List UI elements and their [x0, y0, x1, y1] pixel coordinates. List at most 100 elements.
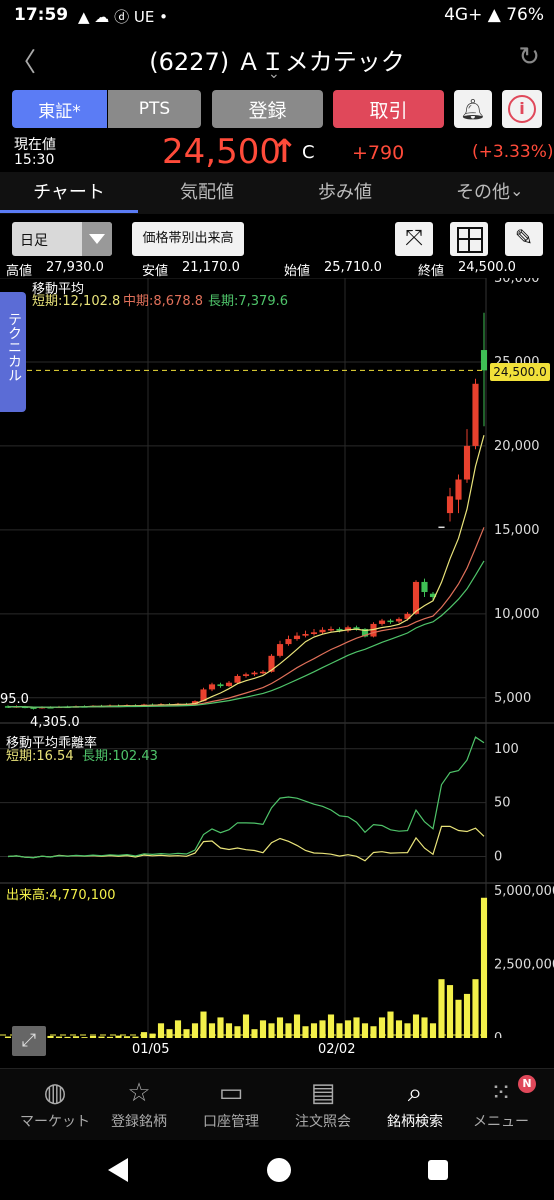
technical-label: テクニカル	[6, 312, 22, 382]
volume-bar	[115, 1035, 122, 1038]
period-select[interactable]: 日足	[12, 222, 112, 256]
card-icon: ▭	[218, 1078, 244, 1108]
price-axis-label: 10,000	[494, 607, 540, 622]
fullscreen-icon[interactable]: ⤧	[395, 222, 433, 256]
volume-bar	[480, 897, 488, 1038]
volume-bar	[4, 1036, 12, 1038]
volume-bar	[268, 1023, 275, 1038]
volume-bar	[293, 1014, 301, 1038]
volume-bar	[378, 1017, 386, 1038]
ma-title: 移動平均	[32, 282, 85, 297]
current-price-tag: 24,500.0	[490, 363, 550, 381]
price-change-pct: (+3.33%)	[472, 142, 554, 162]
chart-settings-icon[interactable]: ⤢	[12, 1026, 46, 1056]
refresh-icon[interactable]: ↻	[518, 42, 540, 72]
grid-dots-icon: ⁙	[490, 1078, 512, 1108]
candle-body	[472, 383, 479, 446]
notification-badge: N	[518, 1075, 536, 1093]
candle-body	[242, 674, 250, 676]
system-nav-bar	[0, 1140, 554, 1200]
back-icon[interactable]: 〈	[10, 48, 37, 78]
volume-bar	[81, 1037, 88, 1038]
nav-account[interactable]: ▭ 口座管理	[176, 1069, 286, 1141]
candle-body	[208, 684, 216, 690]
candle-body	[268, 655, 275, 672]
volume-bar	[183, 1029, 190, 1038]
status-icons: ▲ ☁ ⓓ UE •	[78, 8, 168, 26]
tab-pts[interactable]: PTS	[108, 90, 201, 128]
candle-body	[395, 618, 403, 622]
tab-chart[interactable]: チャート	[33, 182, 105, 203]
candle-body	[285, 639, 292, 645]
bell-icon[interactable]: 🔔︎	[454, 90, 492, 128]
candle-body	[463, 445, 471, 480]
candle-body	[327, 628, 335, 631]
nav-menu[interactable]: ⁙ メニュー	[448, 1069, 554, 1141]
candle-body	[302, 634, 309, 636]
nav-search[interactable]: ⌕ 銘柄検索	[360, 1069, 470, 1141]
bottom-nav: ◍ マーケット ☆ 登録銘柄 ▭ 口座管理 ▤ 注文照会 ⌕ 銘柄検索 ⁙ メニ…	[0, 1068, 554, 1141]
candle-body	[361, 628, 369, 637]
chevron-down-icon[interactable]: ⌄	[268, 66, 280, 82]
stock-chart[interactable]: 30,00025,00020,00015,00010,0005,00010050…	[0, 278, 554, 1057]
document-icon: ▤	[310, 1078, 336, 1108]
volume-bar	[353, 1017, 360, 1038]
tab-other[interactable]: その他	[456, 182, 510, 203]
info-icon: i	[508, 95, 536, 123]
page-title[interactable]: (6227) ＡＩメカテック	[149, 48, 405, 76]
active-tab-indicator	[0, 210, 138, 213]
ma-mid: 中期:8,678.8	[123, 294, 203, 309]
candle-body	[319, 629, 326, 633]
tab-quotes[interactable]: 気配値	[180, 182, 234, 203]
back-triangle-icon[interactable]	[108, 1158, 128, 1182]
nav-watchlist[interactable]: ☆ 登録銘柄	[84, 1069, 194, 1141]
trade-button[interactable]: 取引	[333, 90, 444, 128]
technical-side-tab[interactable]: テクニカル	[0, 292, 26, 412]
candle-body	[429, 593, 437, 598]
volume-bar	[140, 1032, 148, 1038]
candle-body	[225, 682, 233, 687]
tab-ticks[interactable]: 歩み値	[318, 182, 372, 203]
ma-short: 短期:12,102.8	[32, 294, 121, 309]
price-axis-label: 30,000	[494, 278, 540, 286]
volume-bar	[174, 1020, 182, 1038]
nav-orders[interactable]: ▤ 注文照会	[268, 1069, 378, 1141]
quote-time: 15:30	[14, 152, 55, 168]
layout-grid-icon[interactable]	[450, 222, 488, 256]
info-button[interactable]: i	[502, 90, 542, 128]
volume-bar	[242, 1014, 250, 1038]
volume-by-price-button[interactable]: 価格帯別出来高	[132, 222, 244, 256]
nav-market[interactable]: ◍ マーケット	[0, 1069, 110, 1141]
chevron-down-icon[interactable]: ⌄	[510, 181, 524, 200]
left-edge-label: 95.0	[0, 692, 29, 707]
home-circle-icon[interactable]	[267, 1158, 291, 1182]
nav-search-label: 銘柄検索	[387, 1114, 443, 1130]
register-button[interactable]: 登録	[212, 90, 323, 128]
candle-body	[30, 707, 37, 709]
nav-watchlist-label: 登録銘柄	[111, 1114, 167, 1130]
candle-body	[276, 644, 284, 656]
candle-body	[310, 632, 318, 634]
volume-axis-label: 0	[494, 1031, 502, 1038]
dropdown-arrow	[82, 222, 112, 256]
tab-tse[interactable]: 東証*	[12, 90, 107, 128]
volume-bar	[123, 1036, 131, 1038]
candle-body	[200, 689, 207, 702]
volume-bar	[455, 999, 462, 1038]
nav-tab-bar	[0, 172, 554, 214]
volume-bar	[412, 1014, 420, 1038]
x-label-0202: 02/02	[318, 1042, 356, 1057]
volume-bar	[472, 979, 479, 1038]
volume-bar	[438, 979, 445, 1038]
pencil-icon[interactable]: ✎	[505, 222, 543, 256]
volume-bar	[395, 1020, 403, 1038]
volume-bar	[55, 1036, 63, 1038]
caret-down-icon	[89, 234, 105, 244]
recents-square-icon[interactable]	[428, 1160, 448, 1180]
candle-body	[438, 526, 445, 529]
open-label: 始値	[284, 264, 311, 279]
current-price: 24,500	[162, 132, 281, 172]
candle-body	[412, 581, 420, 614]
candle-body	[455, 479, 462, 500]
chart-canvas: 30,00025,00020,00015,00010,0005,00010050…	[0, 278, 554, 1038]
